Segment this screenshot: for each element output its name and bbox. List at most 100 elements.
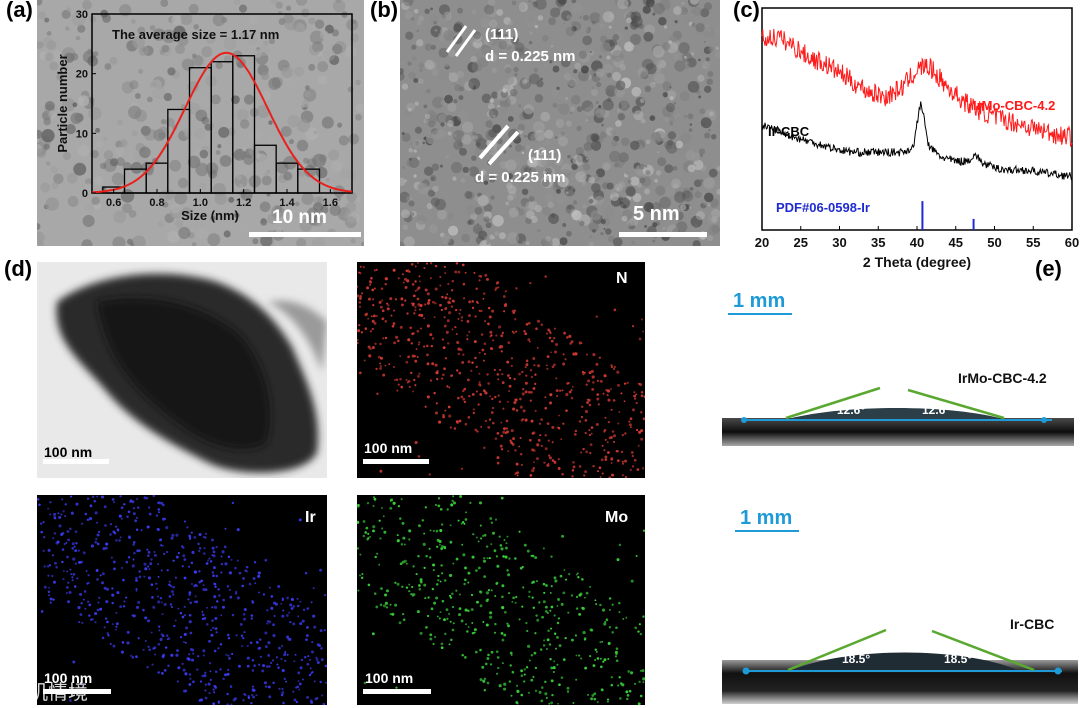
element-dot xyxy=(610,462,613,464)
tem-grain xyxy=(508,207,519,218)
element-dot xyxy=(384,364,387,367)
tem-grain xyxy=(413,149,417,153)
element-dot xyxy=(482,292,486,295)
element-dot xyxy=(535,614,538,617)
element-dot xyxy=(457,347,461,351)
element-dot xyxy=(214,605,218,609)
element-dot xyxy=(215,545,218,549)
tem-grain xyxy=(581,100,594,112)
element-dot xyxy=(376,552,379,555)
element-dot xyxy=(197,655,200,658)
element-dot xyxy=(184,689,188,693)
tem-grain xyxy=(294,213,300,219)
tem-grain xyxy=(509,144,512,148)
element-dot xyxy=(52,598,55,601)
tem-grain xyxy=(293,66,304,77)
element-dot xyxy=(131,614,134,617)
element-dot xyxy=(49,597,53,601)
element-dot xyxy=(265,665,269,668)
element-dot xyxy=(601,472,604,475)
tem-grain xyxy=(187,155,201,169)
element-dot xyxy=(115,525,118,528)
element-dot xyxy=(399,562,403,566)
tem-grain xyxy=(569,111,573,115)
element-dot xyxy=(198,570,201,573)
tem-grain xyxy=(403,236,415,246)
tem-grain xyxy=(181,207,192,218)
tem-grain xyxy=(565,55,572,62)
tem-grain xyxy=(304,127,319,141)
element-dot xyxy=(242,577,245,580)
tem-grain xyxy=(518,2,528,12)
tem-grain xyxy=(50,50,64,63)
tem-grain xyxy=(223,37,237,50)
element-dot xyxy=(448,643,451,646)
tem-grain xyxy=(605,229,609,233)
element-dot xyxy=(87,497,90,500)
element-dot xyxy=(503,310,506,313)
element-dot xyxy=(213,595,217,599)
element-dot xyxy=(535,327,538,331)
element-dot xyxy=(475,365,478,369)
element-dot xyxy=(411,585,414,589)
element-dot xyxy=(461,653,464,657)
element-dot xyxy=(142,648,145,651)
element-dot xyxy=(553,614,556,617)
element-dot xyxy=(454,270,458,274)
y-axis-label: Particle number xyxy=(55,54,70,152)
element-dot xyxy=(179,636,183,639)
element-dot xyxy=(451,592,454,596)
tem-grain xyxy=(408,157,412,161)
element-dot xyxy=(194,595,197,598)
baseline-end-right-2 xyxy=(1054,667,1062,675)
tem-grain xyxy=(246,33,258,46)
tem-grain xyxy=(50,165,59,174)
element-dot xyxy=(163,602,167,607)
element-dot xyxy=(491,531,496,535)
element-dot xyxy=(373,287,376,290)
element-dot xyxy=(490,411,494,414)
x-tick-label: 0.6 xyxy=(106,197,121,209)
tem-grain xyxy=(624,26,628,30)
tem-grain xyxy=(688,206,692,209)
element-dot xyxy=(479,275,483,278)
element-dot xyxy=(532,357,536,360)
element-dot xyxy=(278,687,281,690)
element-dot xyxy=(231,652,234,655)
element-dot xyxy=(629,417,633,421)
element-dot xyxy=(438,539,442,544)
tem-grain xyxy=(481,215,485,219)
element-dot xyxy=(161,671,164,675)
element-dot xyxy=(215,600,219,603)
tem-grain xyxy=(525,210,535,220)
element-dot xyxy=(436,615,439,618)
element-dot xyxy=(553,660,556,663)
tem-grain xyxy=(667,139,674,146)
element-dot xyxy=(637,382,641,385)
element-dot xyxy=(595,362,599,366)
element-dot xyxy=(439,611,442,613)
element-dot xyxy=(598,466,602,470)
element-dot xyxy=(177,551,180,555)
element-dot xyxy=(246,664,250,668)
element-dot xyxy=(322,702,326,705)
element-dot xyxy=(591,375,595,379)
tem-grain xyxy=(703,24,712,33)
element-dot xyxy=(293,660,296,663)
element-dot xyxy=(615,647,619,650)
tem-grain xyxy=(561,163,572,174)
element-dot xyxy=(542,644,546,647)
tem-grain xyxy=(140,125,151,136)
element-dot xyxy=(483,342,487,346)
contact-angle-image-1: 12.6° 12.6° xyxy=(722,380,1074,446)
tem-grain xyxy=(592,213,603,225)
element-dot xyxy=(483,389,486,393)
tem-grain xyxy=(236,109,249,122)
element-dot xyxy=(396,534,399,537)
element-dot xyxy=(264,631,268,635)
tem-grain xyxy=(447,212,454,219)
element-dot xyxy=(429,556,432,559)
x-tick-label: 1.0 xyxy=(193,197,208,209)
tem-grain xyxy=(620,97,630,107)
element-dot xyxy=(556,426,559,429)
